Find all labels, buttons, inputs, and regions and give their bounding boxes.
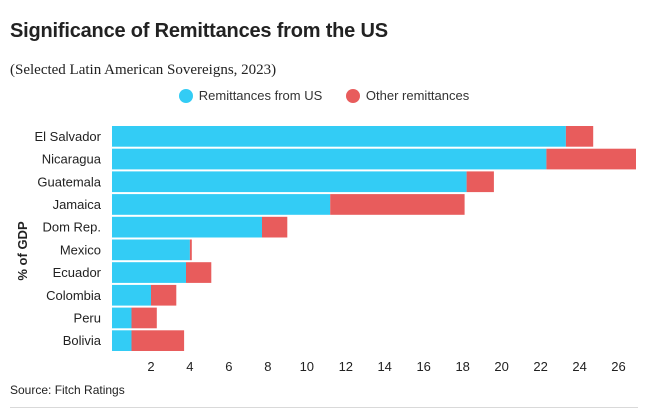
bar-other-el-salvador [565, 126, 594, 147]
chart-source: Source: Fitch Ratings [10, 383, 125, 397]
bar-us-colombia [112, 284, 151, 306]
category-label: Guatemala [37, 174, 101, 189]
bar-us-peru [112, 307, 132, 329]
bar-us-bolivia [112, 330, 132, 351]
x-tick-label: 18 [455, 359, 469, 374]
category-label: Mexico [60, 242, 101, 257]
category-label: El Salvador [35, 129, 102, 144]
x-tick-label: 8 [264, 359, 271, 374]
category-label: Peru [74, 311, 101, 326]
legend-swatch-other [345, 88, 360, 103]
legend-label-other: Other remittances [365, 88, 470, 103]
x-tick-label: 14 [377, 359, 391, 374]
chart-title: Significance of Remittances from the US [10, 20, 388, 42]
x-tick-label: 2 [147, 359, 154, 374]
category-label: Colombia [46, 288, 102, 303]
bar-us-jamaica [112, 194, 331, 215]
legend-swatch-us [178, 88, 193, 103]
y-axis-title: % of GDP [15, 221, 30, 281]
bar-other-bolivia [131, 330, 185, 351]
category-label: Bolivia [63, 333, 102, 348]
category-label: Dom Rep. [42, 220, 101, 235]
legend-item-us: Remittances from US [178, 88, 323, 103]
bar-us-mexico [112, 239, 190, 261]
x-tick-label: 20 [494, 359, 508, 374]
bar-us-el-salvador [112, 126, 566, 147]
x-tick-label: 12 [339, 359, 353, 374]
bottom-divider [10, 407, 638, 408]
bar-other-jamaica [330, 194, 465, 215]
category-label: Ecuador [53, 265, 102, 280]
bar-other-ecuador [186, 262, 212, 283]
bar-other-guatemala [466, 171, 494, 193]
x-tick-label: 26 [611, 359, 625, 374]
bar-us-guatemala [112, 171, 467, 193]
x-axis-ticks: 2 4 6 8 10 12 14 16 18 20 22 24 26 [147, 359, 625, 374]
bar-other-nicaragua [546, 148, 636, 170]
bar-other-peru [131, 307, 157, 329]
x-tick-label: 4 [186, 359, 193, 374]
x-tick-label: 6 [225, 359, 232, 374]
category-label: Jamaica [53, 197, 102, 212]
x-tick-label: 22 [533, 359, 547, 374]
x-tick-label: 24 [572, 359, 586, 374]
chart-legend: Remittances from US Other remittances [0, 88, 648, 106]
bar-us-ecuador [112, 262, 186, 283]
bar-us-dom-rep- [112, 216, 262, 238]
bar-us-nicaragua [112, 148, 547, 170]
x-tick-label: 10 [300, 359, 314, 374]
x-tick-label: 16 [416, 359, 430, 374]
bar-other-dom-rep- [262, 216, 288, 238]
chart-subtitle: (Selected Latin American Sovereigns, 202… [10, 62, 277, 78]
bar-other-colombia [151, 284, 177, 306]
legend-item-other: Other remittances [345, 88, 470, 103]
category-label: Nicaragua [42, 152, 102, 167]
bar-other-mexico [189, 239, 192, 261]
bars-group [112, 126, 636, 351]
legend-label-us: Remittances from US [198, 88, 323, 103]
category-labels: El Salvador Nicaragua Guatemala Jamaica Dom … [35, 129, 102, 348]
